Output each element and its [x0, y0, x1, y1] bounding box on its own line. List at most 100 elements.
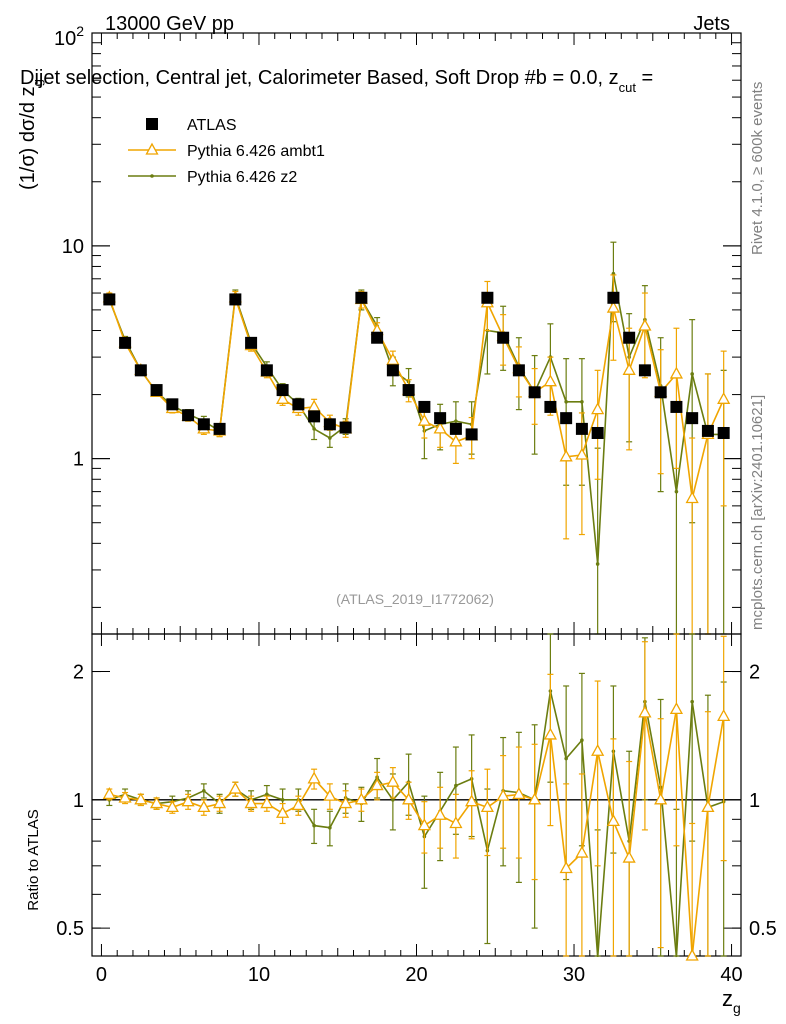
legend-label: Pythia 6.426 ambt1: [187, 143, 325, 160]
data-point: [260, 796, 274, 809]
data-point: [291, 798, 305, 811]
data-point: [103, 293, 116, 306]
rivet-version-label: Rivet 4.1.0, ≥ 600k events: [749, 82, 766, 255]
data-point: [607, 291, 620, 304]
data-point: [244, 796, 258, 809]
data-point: [701, 800, 715, 813]
data-point: [543, 374, 557, 387]
data-point: [528, 386, 541, 399]
data-point: [685, 491, 699, 504]
main-y-axis-label: (1/σ) dσ/d zg: [17, 79, 45, 190]
data-point: [229, 293, 242, 306]
data-point: [307, 771, 321, 784]
data-point: [591, 743, 605, 756]
y-tick-label: 102: [54, 23, 84, 50]
data-point: [690, 372, 694, 376]
data-point: [402, 792, 416, 805]
data-point: [454, 419, 458, 423]
plot-frame: [91, 633, 742, 957]
data-point: [433, 421, 447, 434]
legend: ATLAS Pythia 6.426 ambt1 Pythia 6.426 z2: [128, 117, 325, 186]
data-point: [685, 948, 699, 961]
data-point: [355, 291, 368, 304]
x-tick-label: 30: [563, 964, 585, 986]
data-point: [102, 787, 116, 800]
data-point: [276, 391, 290, 404]
data-point: [580, 399, 584, 404]
data-point: [213, 422, 226, 435]
data-point: [481, 291, 494, 304]
ratio-panel-series: [102, 633, 731, 961]
data-point: [197, 800, 211, 813]
data-point: [623, 331, 636, 344]
y-tick-label: 10: [62, 236, 84, 258]
data-point: [276, 384, 289, 397]
mcplots-label: mcplots.cern.ch [arXiv:2401.10621]: [749, 395, 766, 630]
data-point: [606, 814, 621, 827]
analysis-id-label: (ATLAS_2019_I1772062): [336, 591, 494, 607]
data-point: [669, 366, 684, 379]
process-label: Jets: [693, 13, 730, 35]
data-point: [292, 398, 305, 411]
data-point: [134, 792, 148, 805]
y-tick-label-right: 2: [749, 662, 760, 684]
data-point: [497, 331, 510, 344]
data-point: [670, 400, 683, 413]
data-point: [391, 798, 395, 802]
x-tick-label: 10: [248, 964, 270, 986]
data-point: [386, 364, 399, 377]
data-point: [564, 756, 568, 761]
data-point: [245, 336, 258, 349]
data-point: [591, 426, 604, 439]
series-line: [109, 709, 725, 957]
data-point: [166, 398, 179, 411]
y-tick-label: 0.5: [56, 918, 84, 940]
legend-marker: [145, 142, 159, 155]
data-point: [339, 421, 352, 434]
data-point: [280, 798, 285, 802]
data-point: [312, 823, 316, 828]
data-point: [212, 796, 227, 809]
data-point: [559, 449, 573, 462]
data-point: [496, 788, 510, 801]
series-line: [108, 296, 725, 499]
x-tick-label: 40: [720, 964, 742, 986]
data-point: [354, 792, 368, 805]
data-point: [449, 434, 463, 447]
data-point: [371, 331, 384, 344]
data-point: [402, 384, 415, 397]
data-point: [559, 861, 573, 874]
data-point: [228, 781, 242, 794]
main-panel-axes: 1 10 102: [54, 23, 742, 635]
y-tick-label-right: 0.5: [749, 918, 777, 940]
data-point: [417, 818, 431, 831]
y-tick-label-right: 1: [749, 790, 760, 812]
data-point: [480, 800, 494, 813]
legend-label: Pythia 6.426 z2: [187, 169, 297, 186]
data-point: [638, 705, 652, 718]
data-point: [701, 424, 714, 437]
data-point: [686, 412, 699, 425]
data-point: [591, 402, 605, 415]
data-point: [328, 825, 332, 830]
data-point: [717, 391, 731, 404]
legend-marker-atlas: [146, 118, 158, 130]
legend-label: ATLAS: [187, 117, 237, 134]
series-line: [109, 690, 724, 958]
data-point: [512, 787, 526, 800]
data-point: [339, 796, 353, 809]
data-point: [465, 428, 478, 441]
x-axis-label: zg: [722, 986, 741, 1016]
data-point: [449, 422, 462, 435]
plot-title: Dijet selection, Central jet, Calorimete…: [20, 67, 653, 95]
data-point: [118, 790, 132, 803]
data-point: [134, 364, 147, 377]
main-panel-series: [102, 241, 731, 635]
data-point: [654, 792, 668, 805]
data-point: [717, 426, 730, 439]
data-point: [418, 400, 431, 413]
data-point: [307, 399, 321, 412]
data-point: [119, 336, 132, 349]
data-point: [165, 800, 179, 813]
